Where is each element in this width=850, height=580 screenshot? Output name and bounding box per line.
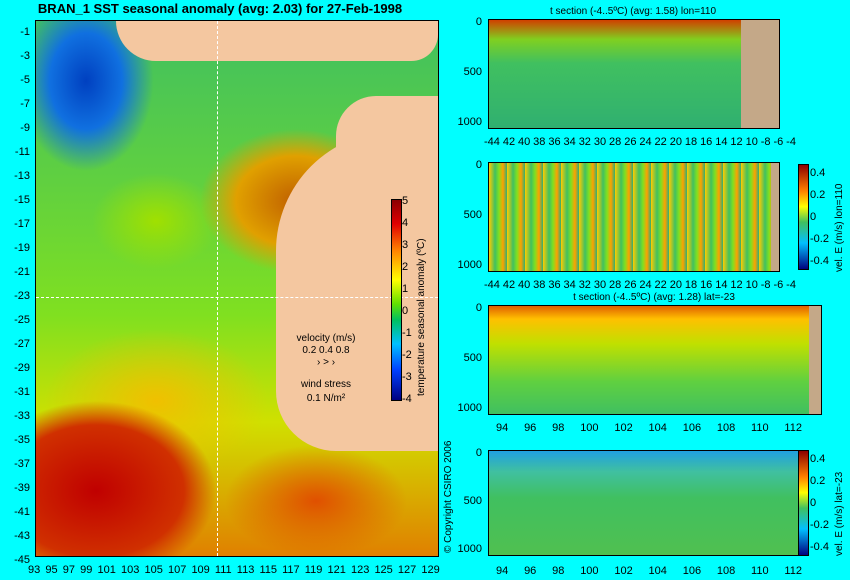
land-indonesia — [116, 21, 438, 61]
panel3-y-ticks: 0 500 1000 — [457, 302, 482, 414]
section-line-lon110 — [217, 21, 218, 556]
panel4-y-ticks: 0 500 1000 — [457, 447, 482, 555]
panel1-land — [741, 20, 779, 128]
land-australia — [276, 131, 438, 451]
panel4-colorbar-ticks: 0.4 0.2 0 -0.2 -0.4 — [810, 453, 829, 553]
section-line-lat-23 — [36, 297, 438, 298]
wind-legend-label: wind stress — [300, 379, 351, 390]
land-australia-north — [336, 96, 438, 156]
panel2-colorbar-label: vel. E (m/s) lon=110 — [834, 183, 845, 272]
lat-axis-ticks: -1 -3 -5 -7 -9 -11 -13 -15 -17 -19 -21 -… — [14, 26, 30, 566]
panel1-temperature-section-lon110[interactable] — [488, 19, 780, 129]
panel3-land — [809, 306, 821, 414]
panel3-temperature-section-lat-23[interactable] — [488, 305, 822, 415]
panel3-title: t section (-4..5ºC) (avg: 1.28) lat=-23 — [573, 292, 735, 303]
sst-colorbar-label: temperature seasonal anomaly (ºC) — [416, 238, 427, 396]
lon-axis-ticks: 93 95 97 99 101 103 105 107 109 111 113 … — [28, 564, 440, 576]
panel3-x-ticks: 94 96 98 100 102 104 106 108 110 112 — [496, 422, 802, 434]
panel4-colorbar — [798, 450, 809, 556]
panel2-field — [489, 163, 779, 271]
sst-anomaly-map[interactable]: velocity (m/s) 0.2 0.4 0.8 › > › wind st… — [35, 20, 439, 557]
velocity-arrows-icon: › > › — [316, 357, 336, 368]
panel1-field — [489, 20, 779, 128]
panel4-velocity-section-lat-23[interactable] — [488, 450, 800, 556]
panel4-x-ticks: 94 96 98 100 102 104 106 108 110 112 — [496, 565, 802, 577]
sst-colorbar — [391, 199, 402, 401]
panel4-field — [489, 451, 799, 555]
panel2-velocity-section-lon110[interactable] — [488, 162, 780, 272]
panel2-colorbar — [798, 164, 809, 270]
panel1-x-ticks: -44 42 40 38 36 34 32 30 28 26 24 22 20 18 16 14… — [484, 136, 796, 148]
panel4-colorbar-label: vel. E (m/s) lat=-23 — [834, 471, 845, 556]
page-title: BRAN_1 SST seasonal anomaly (avg: 2.03) … — [37, 1, 403, 16]
panel1-title: t section (-4..5ºC) (avg: 1.58) lon=110 — [549, 6, 717, 17]
velocity-legend-label: velocity (m/s) — [296, 333, 356, 344]
panel2-colorbar-ticks: 0.4 0.2 0 -0.2 -0.4 — [810, 167, 829, 267]
copyright-notice: © Copyright CSIRO 2006 — [443, 440, 454, 553]
wind-legend-value: 0.1 N/m² — [306, 393, 346, 404]
sst-colorbar-ticks: 5 4 3 2 1 0 -1 -2 -3 -4 — [402, 195, 412, 405]
velocity-legend-values: 0.2 0.4 0.8 — [302, 345, 350, 356]
panel3-field — [489, 306, 821, 414]
panel2-land — [771, 163, 779, 271]
panel2-x-ticks: -44 42 40 38 36 34 32 30 28 26 24 22 20 18 16 14… — [484, 279, 796, 291]
panel1-y-ticks: 0 500 1000 — [457, 16, 482, 128]
panel2-y-ticks: 0 500 1000 — [457, 159, 482, 271]
